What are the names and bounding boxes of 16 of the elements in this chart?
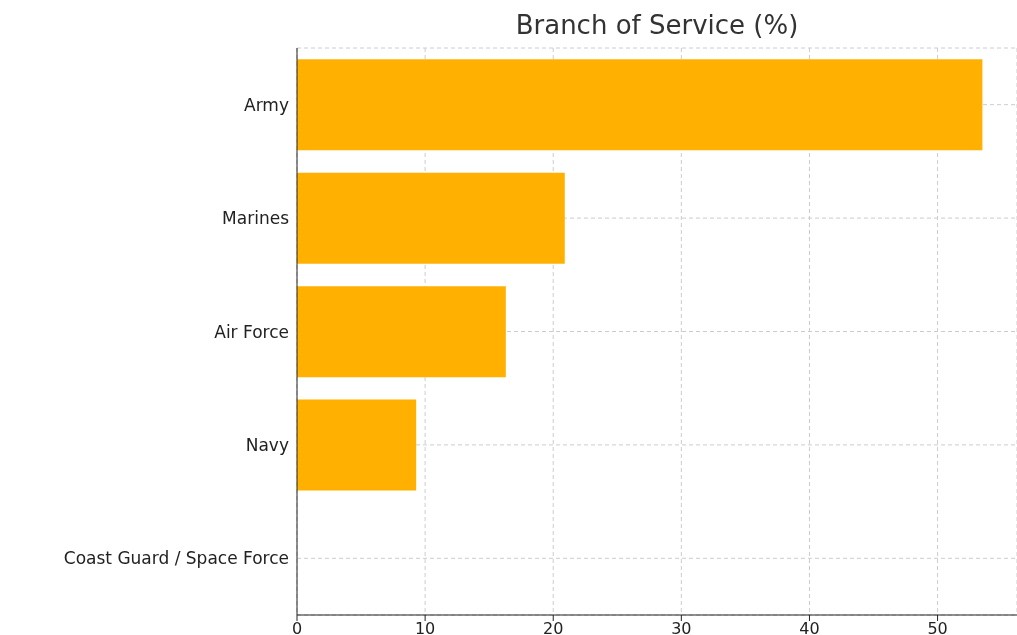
y-tick-label: Coast Guard / Space Force bbox=[63, 548, 289, 569]
y-tick-label: Air Force bbox=[214, 321, 289, 342]
y-tick-label: Marines bbox=[222, 208, 290, 229]
x-tick-label: 40 bbox=[799, 619, 820, 635]
x-tick-label: 50 bbox=[927, 619, 948, 635]
chart-title: Branch of Service (%) bbox=[514, 10, 800, 40]
bar bbox=[297, 399, 417, 491]
bar bbox=[297, 59, 983, 151]
y-tick-label: Navy bbox=[245, 434, 289, 455]
x-tick-label: 10 bbox=[414, 619, 436, 635]
bar bbox=[297, 172, 565, 264]
bar bbox=[297, 286, 506, 378]
y-tick-label: Army bbox=[244, 94, 289, 115]
x-tick-label: 20 bbox=[543, 619, 564, 635]
x-tick-label: 0 bbox=[291, 619, 303, 635]
x-tick-label: 30 bbox=[671, 619, 692, 635]
